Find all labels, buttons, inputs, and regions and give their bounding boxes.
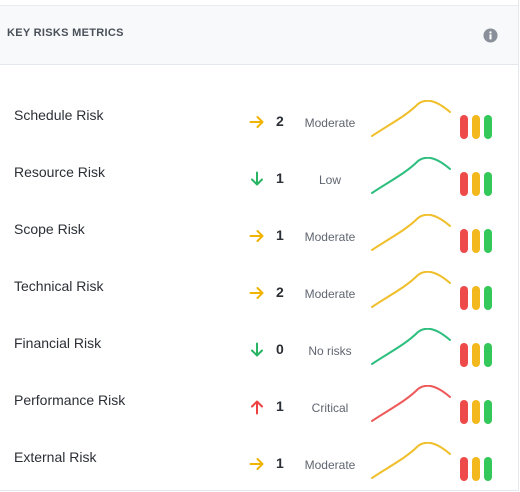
info-icon[interactable] [483, 28, 498, 43]
arrow-right-icon [249, 230, 264, 242]
bar-red [460, 286, 468, 310]
trend-sparkline [371, 442, 451, 479]
risk-count: 2 [276, 113, 284, 129]
severity-indicator [460, 172, 494, 196]
risk-level-label: Moderate [304, 230, 356, 244]
severity-indicator [460, 115, 494, 139]
bar-green [484, 400, 492, 424]
risk-row[interactable]: Financial Risk 0 No risks [0, 315, 518, 372]
risk-name: Performance Risk [14, 392, 126, 408]
bar-red [460, 343, 468, 367]
risk-row[interactable]: Technical Risk 2 Moderate [0, 258, 518, 315]
bar-green [484, 172, 492, 196]
risk-name: Resource Risk [14, 164, 106, 180]
bar-yellow [472, 172, 480, 196]
risk-level-label: Moderate [304, 458, 356, 472]
trend-sparkline [371, 385, 451, 422]
risk-level-label: No risks [308, 344, 352, 358]
risk-row[interactable]: Performance Risk 1 Critical [0, 372, 518, 429]
arrow-down-icon [251, 171, 263, 186]
risk-name: Technical Risk [14, 278, 104, 294]
bar-green [484, 115, 492, 139]
risk-name: Financial Risk [14, 335, 102, 351]
severity-indicator [460, 343, 494, 367]
arrow-down-icon [251, 342, 263, 357]
risk-count: 1 [276, 455, 284, 471]
bar-yellow [472, 343, 480, 367]
trend-sparkline [371, 100, 451, 137]
risk-row[interactable]: Scope Risk 1 Moderate [0, 201, 518, 258]
panel-header: KEY RISKS METRICS [0, 5, 518, 65]
bar-yellow [472, 115, 480, 139]
arrow-right-icon [249, 116, 264, 128]
risk-level-label: Moderate [304, 287, 356, 301]
risk-count: 0 [276, 341, 284, 357]
risk-row[interactable]: External Risk 1 Moderate [0, 429, 518, 486]
risk-name: External Risk [14, 449, 97, 465]
risk-row[interactable]: Resource Risk 1 Low [0, 144, 518, 201]
bar-red [460, 172, 468, 196]
panel-title: KEY RISKS METRICS [7, 27, 124, 39]
risk-name: Scope Risk [14, 221, 85, 237]
risk-level-label: Critical [311, 401, 349, 415]
bar-green [484, 457, 492, 481]
severity-indicator [460, 229, 494, 253]
risk-level-label: Moderate [304, 116, 356, 130]
risk-count: 2 [276, 284, 284, 300]
arrow-right-icon [249, 458, 264, 470]
trend-sparkline [371, 214, 451, 251]
risk-count: 1 [276, 227, 284, 243]
bar-red [460, 400, 468, 424]
trend-sparkline [371, 157, 451, 194]
bar-green [484, 286, 492, 310]
bar-yellow [472, 229, 480, 253]
risk-name: Schedule Risk [14, 107, 104, 123]
trend-sparkline [371, 271, 451, 308]
bar-red [460, 115, 468, 139]
bar-red [460, 229, 468, 253]
bar-yellow [472, 457, 480, 481]
trend-sparkline [371, 328, 451, 365]
bar-green [484, 343, 492, 367]
arrow-up-icon [251, 400, 263, 415]
arrow-right-icon [249, 287, 264, 299]
bar-red [460, 457, 468, 481]
bar-yellow [472, 400, 480, 424]
severity-indicator [460, 286, 494, 310]
risk-count: 1 [276, 398, 284, 414]
bar-green [484, 229, 492, 253]
severity-indicator [460, 457, 494, 481]
bar-yellow [472, 286, 480, 310]
risk-row[interactable]: Schedule Risk 2 Moderate [0, 87, 518, 144]
risk-count: 1 [276, 170, 284, 186]
risk-level-label: Low [318, 173, 341, 187]
severity-indicator [460, 400, 494, 424]
